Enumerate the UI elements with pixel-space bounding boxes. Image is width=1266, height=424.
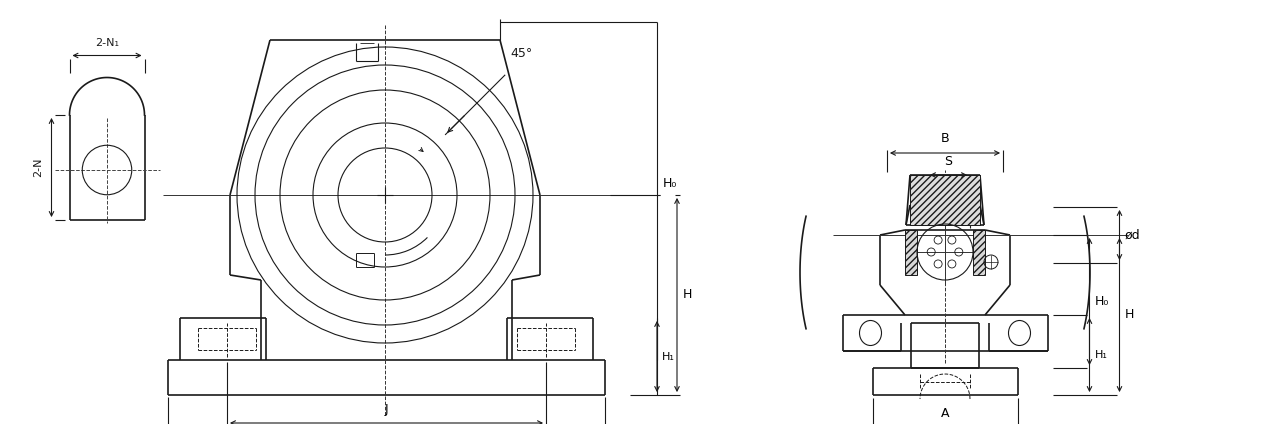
Text: H₀: H₀: [1095, 295, 1109, 308]
Text: J: J: [385, 403, 389, 416]
Bar: [974, 229, 985, 274]
Text: B: B: [941, 132, 950, 145]
Text: 2-N₁: 2-N₁: [95, 37, 119, 47]
Text: A: A: [941, 407, 950, 420]
Text: H: H: [682, 288, 693, 301]
Text: 45°: 45°: [510, 47, 533, 60]
Text: ød: ød: [1124, 229, 1141, 242]
Text: H: H: [1124, 309, 1134, 321]
Text: H₁: H₁: [1095, 350, 1108, 360]
Bar: [910, 175, 980, 225]
Text: 2-N: 2-N: [33, 158, 43, 177]
Text: S: S: [944, 155, 952, 168]
Text: H₀: H₀: [663, 177, 677, 190]
Bar: [905, 229, 917, 274]
Text: H₁: H₁: [662, 351, 675, 362]
